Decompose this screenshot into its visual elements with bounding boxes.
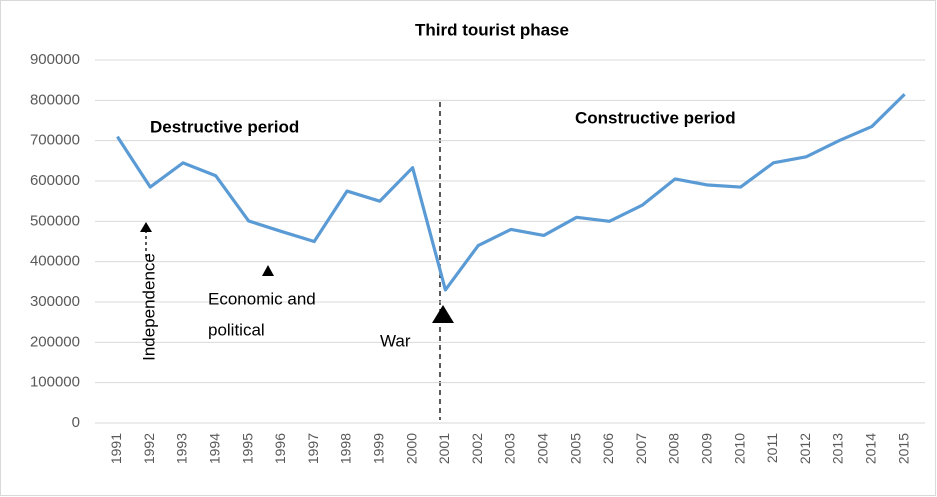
x-tick-label: 2006 [600, 433, 616, 464]
x-tick-label: 1997 [305, 433, 321, 464]
x-tick-label: 2002 [469, 433, 485, 464]
annotation: Constructive period [575, 108, 736, 127]
y-tick-label: 0 [72, 414, 80, 431]
x-tick-label: 1993 [174, 433, 190, 464]
y-tick-label: 300000 [30, 293, 80, 310]
x-tick-label: 2000 [403, 433, 419, 464]
x-tick-label: 2008 [666, 433, 682, 464]
x-tick-label: 2007 [633, 433, 649, 464]
y-tick-label: 800000 [30, 91, 80, 108]
y-tick-label: 200000 [30, 333, 80, 350]
y-tick-label: 900000 [30, 51, 80, 68]
x-tick-label: 2003 [502, 433, 518, 464]
y-tick-label: 400000 [30, 253, 80, 270]
data-line [116, 93, 906, 292]
annotation: Independence [139, 253, 158, 361]
x-tick-label: 2015 [895, 433, 911, 464]
arrow-head [262, 265, 274, 276]
x-tick-label: 1999 [371, 433, 387, 464]
x-tick-label: 1994 [207, 433, 223, 464]
x-tick-label: 2013 [830, 433, 846, 464]
annotation: Destructive period [150, 117, 299, 136]
x-tick-label: 2010 [731, 433, 747, 464]
y-tick-label: 100000 [30, 374, 80, 391]
y-tick-label: 700000 [30, 132, 80, 149]
x-tick-label: 1998 [338, 433, 354, 464]
x-tick-label: 2011 [764, 433, 780, 463]
x-tick-label: 1992 [141, 433, 157, 464]
x-tick-label: 2001 [436, 433, 452, 464]
x-tick-label: 1991 [108, 433, 124, 464]
arrow-head [432, 305, 454, 323]
x-tick-label: 2009 [699, 433, 715, 464]
x-tick-label: 2005 [567, 433, 583, 464]
y-tick-label: 600000 [30, 172, 80, 189]
arrow-head [140, 222, 152, 232]
annotation: Economic and [208, 289, 316, 308]
annotation: War [380, 331, 411, 350]
x-tick-label: 2014 [863, 433, 879, 464]
x-tick-label: 1995 [239, 433, 255, 464]
annotation: political [208, 320, 265, 339]
y-tick-label: 500000 [30, 212, 80, 229]
chart-title: Third tourist phase [415, 20, 569, 39]
x-tick-label: 1996 [272, 433, 288, 464]
x-tick-label: 2012 [797, 433, 813, 464]
x-tick-label: 2004 [535, 433, 551, 464]
